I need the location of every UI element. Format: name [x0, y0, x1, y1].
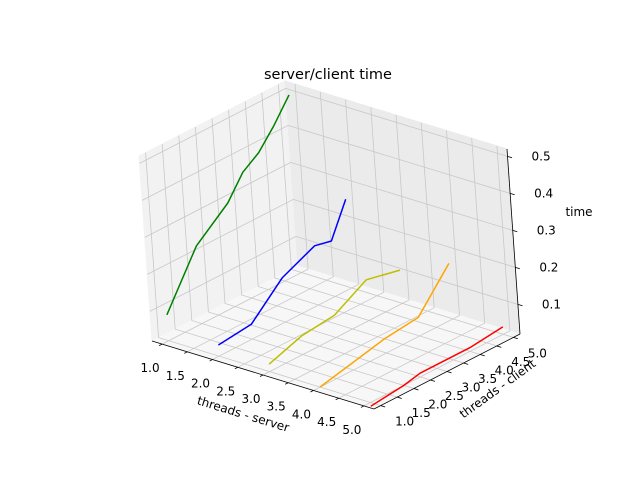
x-grid-line	[161, 84, 309, 345]
z-tick-label: 0.1	[542, 297, 561, 311]
y-tick-label: 1.0	[395, 415, 414, 429]
z-tick-mark	[510, 193, 515, 196]
z-tick-mark	[517, 304, 523, 307]
y-tick-mark	[496, 345, 502, 348]
x-tick-label: 1.0	[141, 361, 160, 375]
z-axis-label: time	[565, 205, 592, 219]
x-grid-line	[212, 99, 359, 360]
y-tick-label: 2.5	[445, 389, 464, 403]
x-grid-line	[363, 145, 511, 407]
chart-title: server/client time	[264, 67, 392, 83]
data-series	[166, 94, 504, 407]
y-tick-label: 4.5	[511, 355, 530, 369]
series-line-3	[268, 269, 401, 365]
x-tick-mark	[310, 390, 314, 393]
x-tick-label: 3.5	[267, 400, 286, 414]
y-tick-mark	[413, 388, 419, 391]
x-tick-label: 1.5	[166, 369, 185, 383]
z-tick-label: 0.4	[534, 186, 553, 200]
x-tick-mark	[184, 351, 188, 354]
y-grid-line	[178, 135, 414, 389]
grid-lines	[139, 84, 519, 407]
y-tick-mark	[480, 354, 485, 357]
y-grid-line	[211, 118, 448, 372]
z-tick-mark	[507, 156, 513, 159]
series-line-5	[370, 326, 504, 407]
x-grid-line	[237, 107, 385, 368]
x-grid-line	[262, 114, 410, 376]
z-tick-label: 0.5	[532, 149, 551, 163]
z-grid-line	[144, 161, 513, 238]
x-tick-mark	[234, 366, 238, 370]
x-grid-line	[338, 138, 486, 399]
y-tick-mark	[397, 396, 402, 399]
y-grid-line	[228, 109, 464, 364]
y-grid-line	[145, 152, 381, 406]
z-tick-mark	[515, 267, 520, 270]
x-tick-mark	[158, 343, 163, 346]
x-grid-line	[187, 91, 334, 353]
series-line-4	[319, 263, 450, 388]
y-tick-label: 5.0	[528, 346, 547, 360]
x-grid-line	[313, 130, 460, 391]
x-tick-label: 2.0	[191, 377, 210, 391]
tick-labels: 1.01.52.02.53.03.54.04.55.01.01.52.02.53…	[141, 149, 561, 437]
z-grid-line	[149, 235, 519, 312]
z-grid-line	[141, 124, 511, 201]
x-tick-mark	[285, 382, 289, 385]
y-grid-line	[161, 144, 398, 398]
z-tick-mark	[512, 230, 518, 233]
x-grid-line	[288, 122, 435, 384]
x-tick-mark	[259, 374, 264, 377]
y-tick-mark	[430, 379, 436, 382]
y-grid-line	[195, 126, 431, 381]
y-tick-label: 3.0	[461, 381, 480, 395]
x-tick-mark	[335, 397, 339, 401]
z-tick-label: 0.3	[537, 223, 556, 237]
z-grid-line	[147, 198, 516, 275]
y-tick-label: 1.5	[412, 406, 431, 420]
x-tick-mark	[360, 405, 365, 408]
y-tick-mark	[463, 362, 469, 365]
x-tick-label: 3.0	[241, 392, 260, 406]
y-tick-mark	[380, 405, 386, 408]
y-tick-mark	[446, 371, 452, 374]
axis-lines	[151, 148, 523, 410]
z-grid-line	[139, 87, 508, 164]
y-tick-mark	[513, 337, 519, 340]
z-axis-line	[506, 148, 521, 335]
x-tick-mark	[209, 359, 213, 362]
x-tick-label: 2.5	[216, 384, 235, 398]
x-tick-label: 5.0	[342, 423, 361, 437]
x-tick-label: 4.5	[317, 415, 336, 429]
series-line-1	[166, 94, 290, 316]
y-tick-label: 4.0	[495, 363, 514, 377]
y-tick-label: 2.0	[428, 398, 447, 412]
y-grid-line	[261, 92, 497, 347]
y-tick-label: 3.5	[478, 372, 497, 386]
z-tick-label: 0.2	[539, 260, 558, 274]
series-line-2	[218, 198, 347, 346]
x-tick-label: 4.0	[292, 407, 311, 421]
